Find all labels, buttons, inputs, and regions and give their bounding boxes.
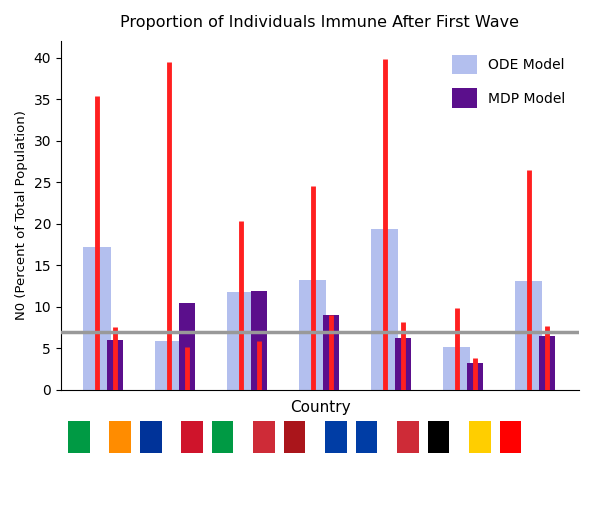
Bar	[83, 247, 110, 390]
Bar	[443, 347, 470, 390]
Bar	[371, 228, 399, 390]
Bar	[251, 291, 267, 390]
Bar	[395, 338, 410, 390]
Bar	[541, 421, 563, 453]
X-axis label: Country: Country	[290, 400, 350, 415]
Bar	[107, 340, 123, 390]
Bar	[140, 421, 162, 453]
Bar	[284, 421, 305, 453]
Bar	[181, 421, 203, 453]
Bar	[467, 363, 482, 390]
Bar	[155, 341, 182, 390]
Title: Proportion of Individuals Immune After First Wave: Proportion of Individuals Immune After F…	[121, 15, 519, 30]
Bar	[68, 421, 90, 453]
Bar	[211, 421, 233, 453]
Bar	[325, 421, 347, 453]
Bar	[323, 315, 339, 390]
Bar	[428, 421, 449, 453]
Bar	[515, 281, 542, 390]
Bar	[356, 421, 377, 453]
Bar	[539, 336, 555, 390]
Bar	[469, 421, 491, 453]
Legend: ODE Model, MDP Model: ODE Model, MDP Model	[445, 48, 572, 115]
Bar	[253, 421, 275, 453]
Bar	[500, 421, 522, 453]
Bar	[299, 280, 327, 390]
Bar	[179, 304, 195, 390]
Bar	[397, 421, 419, 453]
Bar	[227, 292, 254, 390]
Bar	[109, 421, 131, 453]
Y-axis label: N0 (Percent of Total Population): N0 (Percent of Total Population)	[15, 110, 28, 320]
